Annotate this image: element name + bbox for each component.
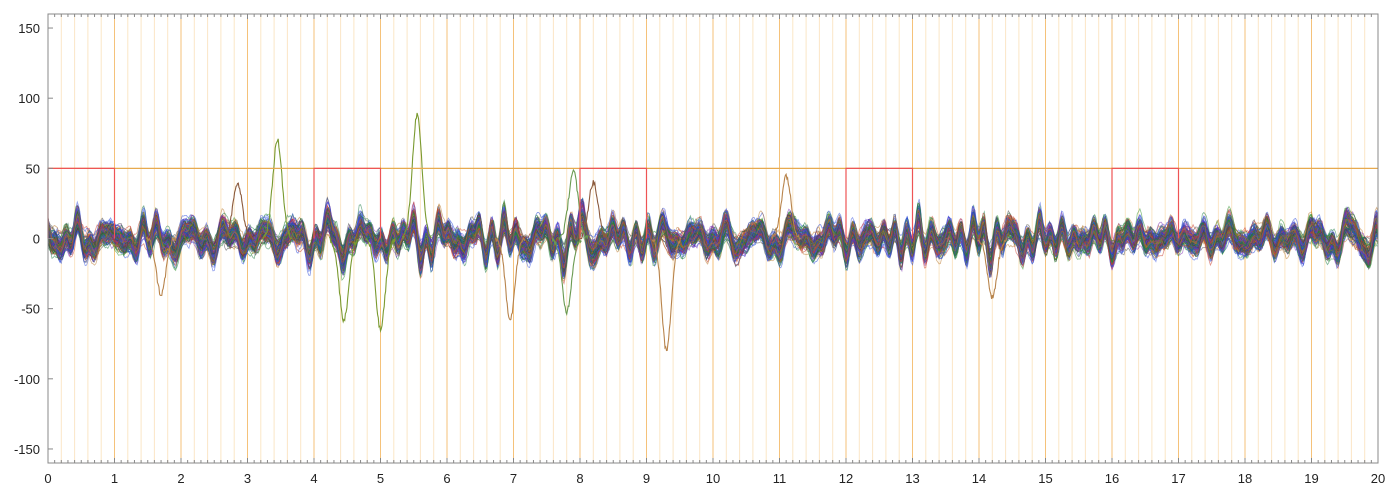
x-tick-label: 20	[1371, 471, 1385, 486]
x-tick-label: 16	[1105, 471, 1119, 486]
x-tick-label: 10	[706, 471, 720, 486]
gate-pulse	[845, 167, 914, 239]
y-tick-label: -50	[21, 302, 40, 317]
excursion-line	[145, 235, 177, 297]
x-tick-label: 18	[1238, 471, 1252, 486]
y-tick-label: 150	[18, 21, 40, 36]
excursion-line	[401, 112, 432, 240]
trace-line	[47, 211, 1379, 273]
gate-pulse	[1111, 167, 1180, 239]
x-tick-label: 11	[773, 471, 787, 486]
x-tick-label: 15	[1038, 471, 1052, 486]
x-tick-label: 9	[643, 471, 650, 486]
x-tick-label: 14	[972, 471, 986, 486]
y-tick-labels: 150 100 50 0 -50 -100 -150	[14, 21, 40, 457]
excursion-line	[222, 182, 253, 239]
y-tick-label: 0	[33, 232, 40, 247]
trace-line	[47, 213, 1379, 266]
x-tick-label: 19	[1304, 471, 1318, 486]
gate-pulse	[313, 167, 382, 239]
excursion-traces	[145, 112, 1008, 352]
trace-line	[47, 208, 1379, 277]
x-tick-label: 6	[443, 471, 450, 486]
x-tick-label: 17	[1171, 471, 1185, 486]
excursion-line	[771, 172, 802, 241]
excursion-line	[977, 237, 1008, 299]
excursion-line	[328, 236, 359, 324]
trace-line	[47, 212, 1379, 261]
excursion-line	[494, 237, 526, 321]
excursion-line	[365, 237, 396, 334]
x-tick-label: 12	[839, 471, 853, 486]
x-tick-label: 1	[111, 471, 118, 486]
x-tick-label: 3	[244, 471, 251, 486]
excursion-line	[651, 237, 682, 352]
x-tick-label: 8	[576, 471, 583, 486]
axes	[47, 13, 1379, 464]
x-tick-label: 4	[310, 471, 317, 486]
x-tick-label: 2	[177, 471, 184, 486]
signal-traces	[47, 196, 1379, 286]
y-tick-label: 50	[26, 161, 40, 176]
trace-line	[47, 210, 1379, 275]
excursion-line	[558, 168, 589, 242]
x-tick-label: 13	[905, 471, 919, 486]
excursion-line	[551, 236, 582, 316]
x-tick-label: 5	[377, 471, 384, 486]
x-tick-labels: 0 1 2 3 4 5 6 7 8 9 10 11 12 13 14 15 16 17 18 19 20	[44, 471, 1385, 486]
y-tick-label: 100	[18, 91, 40, 106]
y-tick-label: -150	[14, 442, 40, 457]
x-tick-label: 7	[510, 471, 517, 486]
x-tick-label: 0	[44, 471, 51, 486]
y-tick-label: -100	[14, 372, 40, 387]
excursion-line	[262, 138, 293, 240]
gate-pulse	[579, 167, 648, 239]
